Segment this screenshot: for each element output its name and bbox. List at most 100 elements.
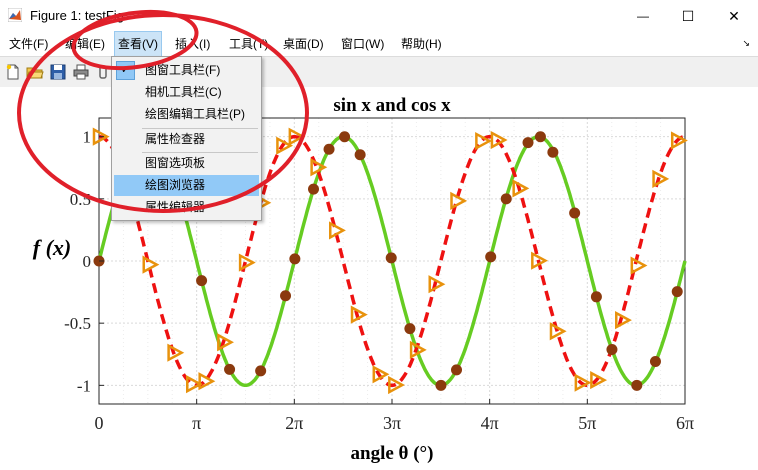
new-figure-icon[interactable] xyxy=(4,63,22,81)
window-title: Figure 1: testFig xyxy=(30,8,124,23)
cos-data-point xyxy=(167,343,185,362)
y-tick-label: 0 xyxy=(83,252,92,271)
view-menu-item-property-editor[interactable]: 属性编辑器 xyxy=(114,197,259,218)
minimize-button[interactable]: — xyxy=(620,0,666,32)
sin-data-point xyxy=(522,137,534,149)
x-tick-label: 4π xyxy=(481,413,499,433)
cos-data-point xyxy=(475,131,493,151)
y-axis-label: f (x) xyxy=(33,235,71,260)
cos-data-point xyxy=(409,340,427,359)
maximize-button[interactable]: ☐ xyxy=(665,0,711,32)
y-tick-label: -1 xyxy=(77,376,91,395)
cos-data-point xyxy=(142,255,160,274)
sin-data-point xyxy=(404,323,416,335)
sin-data-point xyxy=(500,193,512,205)
view-menu-item-plot-edit-toolbar[interactable]: 绘图编辑工具栏(P) xyxy=(114,104,259,125)
cos-data-point xyxy=(615,311,632,330)
save-icon[interactable] xyxy=(49,63,67,81)
view-menu-item-label: 图窗工具栏(F) xyxy=(145,63,221,77)
x-tick-label: 5π xyxy=(578,413,596,433)
view-menu-item-camera-toolbar[interactable]: 相机工具栏(C) xyxy=(114,82,259,103)
cos-data-point xyxy=(428,275,446,294)
view-menu-dropdown: ✓ 图窗工具栏(F) 相机工具栏(C) 绘图编辑工具栏(P) 属性检查器 图窗选… xyxy=(111,56,262,221)
cos-data-point xyxy=(238,253,256,272)
x-tick-label: 2π xyxy=(285,413,303,433)
sin-data-point xyxy=(224,363,236,375)
sin-data-point xyxy=(385,252,397,264)
menu-file[interactable]: 文件(F) xyxy=(9,37,49,51)
cos-data-point xyxy=(652,169,670,188)
sin-data-point xyxy=(196,275,208,287)
x-tick-label: 3π xyxy=(383,413,401,433)
chart-title: sin x and cos x xyxy=(333,95,451,116)
menu-window[interactable]: 窗口(W) xyxy=(341,37,385,51)
menu-help[interactable]: 帮助(H) xyxy=(401,37,442,51)
sin-data-point xyxy=(569,207,581,219)
close-icon: ✕ xyxy=(728,7,740,24)
sin-data-point xyxy=(308,183,320,195)
menu-edit[interactable]: 编辑(E) xyxy=(65,37,105,51)
cos-data-point xyxy=(350,305,368,324)
cos-data-point xyxy=(372,365,390,384)
view-menu-item-label: 属性检查器 xyxy=(145,132,206,146)
sin-data-point xyxy=(280,290,292,302)
x-tick-label: 6π xyxy=(676,413,694,433)
x-axis-label: angle θ (°) xyxy=(351,443,434,464)
cos-data-point xyxy=(450,191,468,210)
sin-data-point xyxy=(255,365,267,377)
sin-data-point xyxy=(671,286,683,298)
view-menu-item-label: 绘图浏览器 xyxy=(145,178,206,192)
menu-view[interactable]: 查看(V) xyxy=(114,31,162,57)
cos-data-point xyxy=(310,158,328,177)
cos-data-point xyxy=(670,131,688,150)
cos-data-point xyxy=(512,179,530,198)
menu-bar: 文件(F) 编辑(E) 查看(V) 插入(I) 工具(T) 桌面(D) 窗口(W… xyxy=(0,31,758,57)
sin-data-point xyxy=(435,379,447,391)
cos-data-point xyxy=(549,322,567,341)
sin-data-point xyxy=(289,253,301,265)
cos-data-point xyxy=(186,375,203,394)
sin-data-point xyxy=(590,291,602,303)
sin-data-point xyxy=(534,131,546,143)
cos-data-point xyxy=(590,370,608,390)
cos-data-point xyxy=(217,333,234,352)
sin-data-point xyxy=(339,131,351,143)
y-tick-label: 0.5 xyxy=(70,190,91,209)
matlab-logo-icon xyxy=(8,8,22,22)
view-menu-item-property-inspector[interactable]: 属性检查器 xyxy=(114,129,259,150)
cos-data-point xyxy=(198,372,216,391)
cos-data-point xyxy=(574,373,592,392)
menu-tools[interactable]: 工具(T) xyxy=(229,37,269,51)
sin-data-point xyxy=(451,364,463,376)
sin-data-point xyxy=(631,379,643,391)
menu-insert[interactable]: 插入(I) xyxy=(175,37,211,51)
x-tick-label: 0 xyxy=(95,413,104,433)
cos-data-point xyxy=(490,130,508,150)
cos-data-point xyxy=(630,256,648,275)
sin-data-point xyxy=(354,149,366,161)
cos-data-point xyxy=(531,251,548,270)
y-tick-label: 1 xyxy=(83,128,92,147)
cos-data-point xyxy=(329,221,346,240)
x-tick-label: π xyxy=(192,413,201,433)
view-menu-item-figure-toolbar[interactable]: ✓ 图窗工具栏(F) xyxy=(114,60,259,81)
sin-data-point xyxy=(323,143,335,155)
check-icon: ✓ xyxy=(116,61,135,80)
window-title-bar: Figure 1: testFig — ☐ ✕ xyxy=(0,0,758,32)
maximize-icon: ☐ xyxy=(681,7,695,24)
expand-arrow-icon[interactable]: ↘ xyxy=(742,38,750,48)
open-folder-icon[interactable] xyxy=(26,63,44,81)
view-menu-item-figure-palette[interactable]: 图窗选项板 xyxy=(114,153,259,174)
menu-desktop[interactable]: 桌面(D) xyxy=(283,37,324,51)
sin-data-point xyxy=(649,355,661,367)
view-menu-item-label: 图窗选项板 xyxy=(145,156,206,170)
print-icon[interactable] xyxy=(72,63,90,81)
cos-data-point xyxy=(388,375,405,395)
sin-data-point xyxy=(606,344,618,356)
sin-data-point xyxy=(547,146,559,158)
y-tick-label: -0.5 xyxy=(64,314,91,333)
view-menu-item-label: 相机工具栏(C) xyxy=(145,85,222,99)
view-menu-item-plot-browser[interactable]: 绘图浏览器 xyxy=(114,175,259,196)
minimize-icon: — xyxy=(637,9,649,23)
close-button[interactable]: ✕ xyxy=(711,0,757,32)
